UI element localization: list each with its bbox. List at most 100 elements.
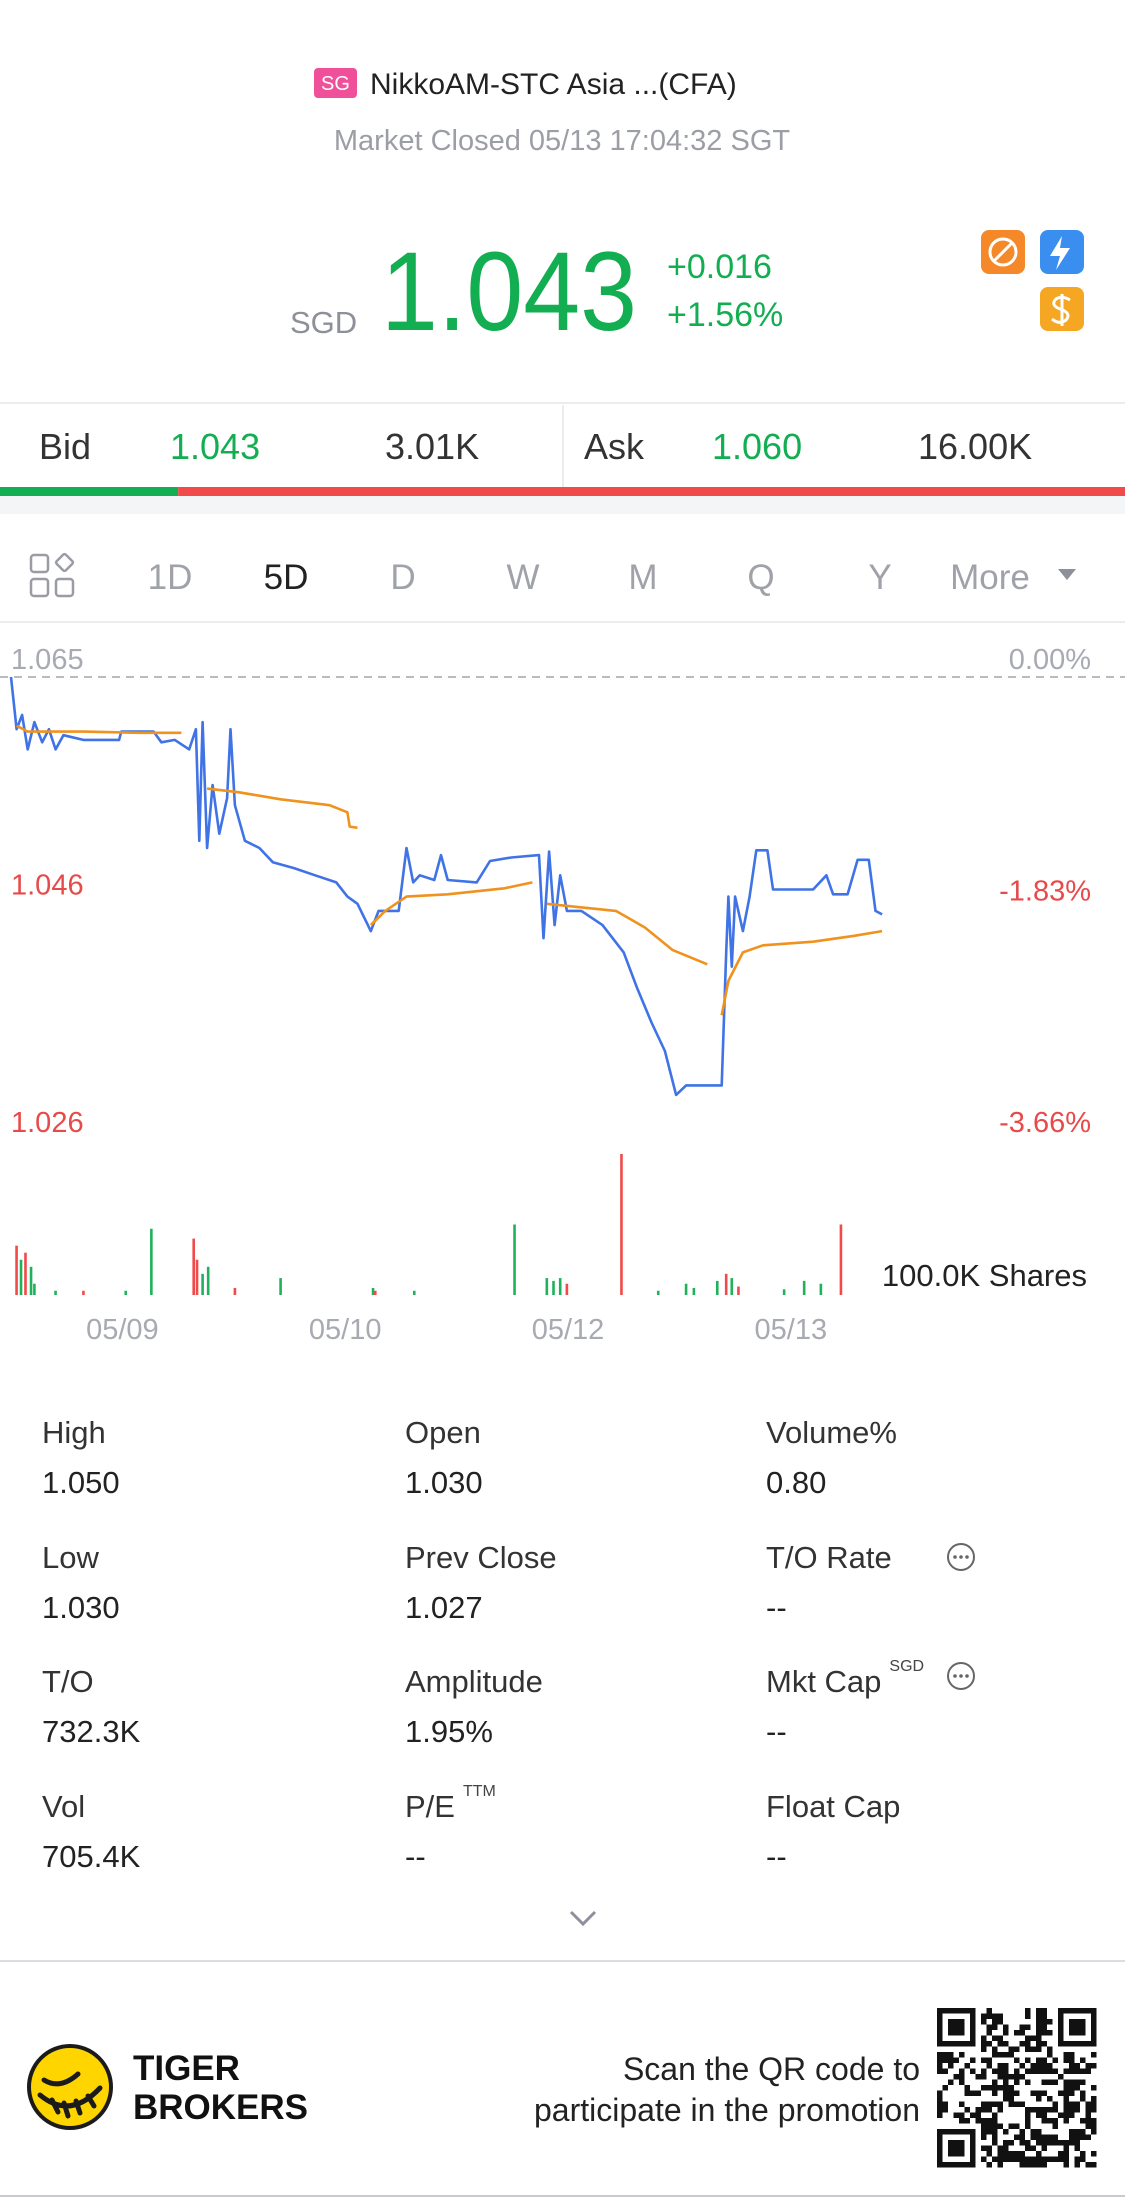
volume-bar	[233, 1287, 237, 1295]
period-tab[interactable]: Q	[747, 558, 774, 597]
market-badge: SG	[321, 73, 350, 95]
info-dot	[965, 1555, 969, 1559]
stat-value: 705.4K	[42, 1839, 141, 1874]
stat-label: Volume%	[766, 1415, 897, 1450]
expand-chevron[interactable]	[569, 1910, 597, 1927]
bid-price: 1.043	[170, 426, 260, 467]
stat-value: --	[405, 1839, 426, 1874]
volume-bar	[15, 1245, 18, 1295]
volume-scale-label: 100.0K Shares	[882, 1258, 1087, 1293]
x-tick-label: 05/09	[86, 1314, 159, 1346]
logo-circle	[27, 2044, 113, 2130]
volume-bar	[552, 1280, 555, 1295]
volume-bar	[192, 1238, 195, 1295]
currency: SGD	[290, 305, 357, 340]
volume-bar	[29, 1266, 33, 1295]
volume-bar	[201, 1273, 204, 1295]
volume-bar	[692, 1287, 696, 1295]
volume-bar	[565, 1283, 569, 1295]
y-tick-label: 1.026	[11, 1107, 84, 1139]
stat-value: 0.80	[766, 1465, 826, 1500]
info-dot	[965, 1674, 969, 1678]
volume-bar	[150, 1228, 153, 1295]
price-change-pct: +1.56%	[667, 296, 783, 334]
promo-text: participate in the promotion	[534, 2092, 920, 2128]
volume-bar	[684, 1283, 688, 1295]
icon-glyph	[992, 241, 1014, 263]
ask-size: 16.00K	[918, 426, 1032, 467]
volume-bar	[545, 1278, 549, 1295]
stat-value: --	[766, 1714, 787, 1749]
more-caret	[1058, 569, 1076, 580]
volume-bar	[206, 1266, 210, 1295]
y-tick-label: 1.046	[11, 870, 84, 902]
volume-bar	[371, 1287, 375, 1295]
info-icon[interactable]	[947, 1543, 975, 1571]
volume-bar	[558, 1278, 562, 1295]
volume-bar	[730, 1278, 734, 1295]
info-dot	[953, 1674, 957, 1678]
volume-bar	[715, 1280, 719, 1295]
volume-bar	[54, 1290, 57, 1295]
badge-icons[interactable]	[981, 230, 1084, 331]
stat-value: --	[766, 1839, 787, 1874]
volume-bar	[24, 1252, 27, 1295]
layout-toggle[interactable]	[29, 552, 75, 598]
y2-tick-label: -3.66%	[999, 1107, 1091, 1139]
price-change: +0.016	[667, 248, 772, 286]
x-tick-label: 05/13	[755, 1314, 828, 1346]
stat-label: Open	[405, 1415, 481, 1450]
period-tab[interactable]: M	[628, 558, 657, 597]
period-tab[interactable]: W	[506, 558, 539, 597]
period-tab[interactable]: D	[390, 558, 415, 597]
volume-bar	[279, 1278, 282, 1295]
stat-label: Amplitude	[405, 1664, 543, 1699]
info-dot	[959, 1555, 963, 1559]
bid-ratio-bar	[0, 487, 179, 496]
bid-label: Bid	[39, 426, 91, 467]
stat-label: Mkt Cap	[766, 1664, 881, 1699]
icon-glyph	[54, 552, 75, 573]
stat-value: 1.95%	[405, 1714, 493, 1749]
x-tick-label: 05/12	[532, 1314, 605, 1346]
volume-bar	[373, 1290, 377, 1295]
period-tab[interactable]: 1D	[148, 558, 193, 597]
qr-code	[937, 2008, 1097, 2168]
stat-value: 1.030	[42, 1590, 120, 1625]
icon-glyph	[54, 577, 75, 598]
ask-price: 1.060	[712, 426, 802, 467]
info-icon[interactable]	[947, 1662, 975, 1690]
icon-glyph	[1050, 236, 1070, 270]
tiger-logo	[27, 2044, 113, 2130]
brand-line: BROKERS	[133, 2088, 308, 2127]
icon-glyph	[988, 237, 1018, 267]
info-circle	[947, 1543, 975, 1571]
stat-value: --	[766, 1590, 787, 1625]
icon-glyph	[29, 577, 50, 598]
volume-bar	[124, 1290, 128, 1295]
info-circle	[947, 1662, 975, 1690]
promo-text: Scan the QR code to	[623, 2051, 920, 2087]
stat-label: Vol	[42, 1789, 85, 1824]
info-dot	[959, 1674, 963, 1678]
volume-bar	[33, 1283, 36, 1295]
info-dot	[953, 1555, 957, 1559]
stat-label: Prev Close	[405, 1540, 557, 1575]
volume-bar	[513, 1224, 516, 1295]
last-price: 1.043	[381, 229, 637, 354]
stat-label: Float Cap	[766, 1789, 900, 1824]
security-name[interactable]: NikkoAM-STC Asia ...(CFA)	[370, 68, 737, 101]
x-tick-label: 05/10	[309, 1314, 382, 1346]
period-tab[interactable]: 5D	[264, 558, 309, 597]
volume-bar	[802, 1280, 806, 1295]
stat-superscript: SGD	[889, 1658, 924, 1675]
volume-bar	[195, 1259, 199, 1295]
stat-label: High	[42, 1415, 106, 1450]
period-tab[interactable]: Y	[868, 558, 891, 597]
period-tab[interactable]: More	[950, 558, 1030, 597]
bid-size: 3.01K	[385, 426, 479, 467]
price-line	[15, 724, 883, 1016]
volume-bar	[839, 1224, 843, 1295]
